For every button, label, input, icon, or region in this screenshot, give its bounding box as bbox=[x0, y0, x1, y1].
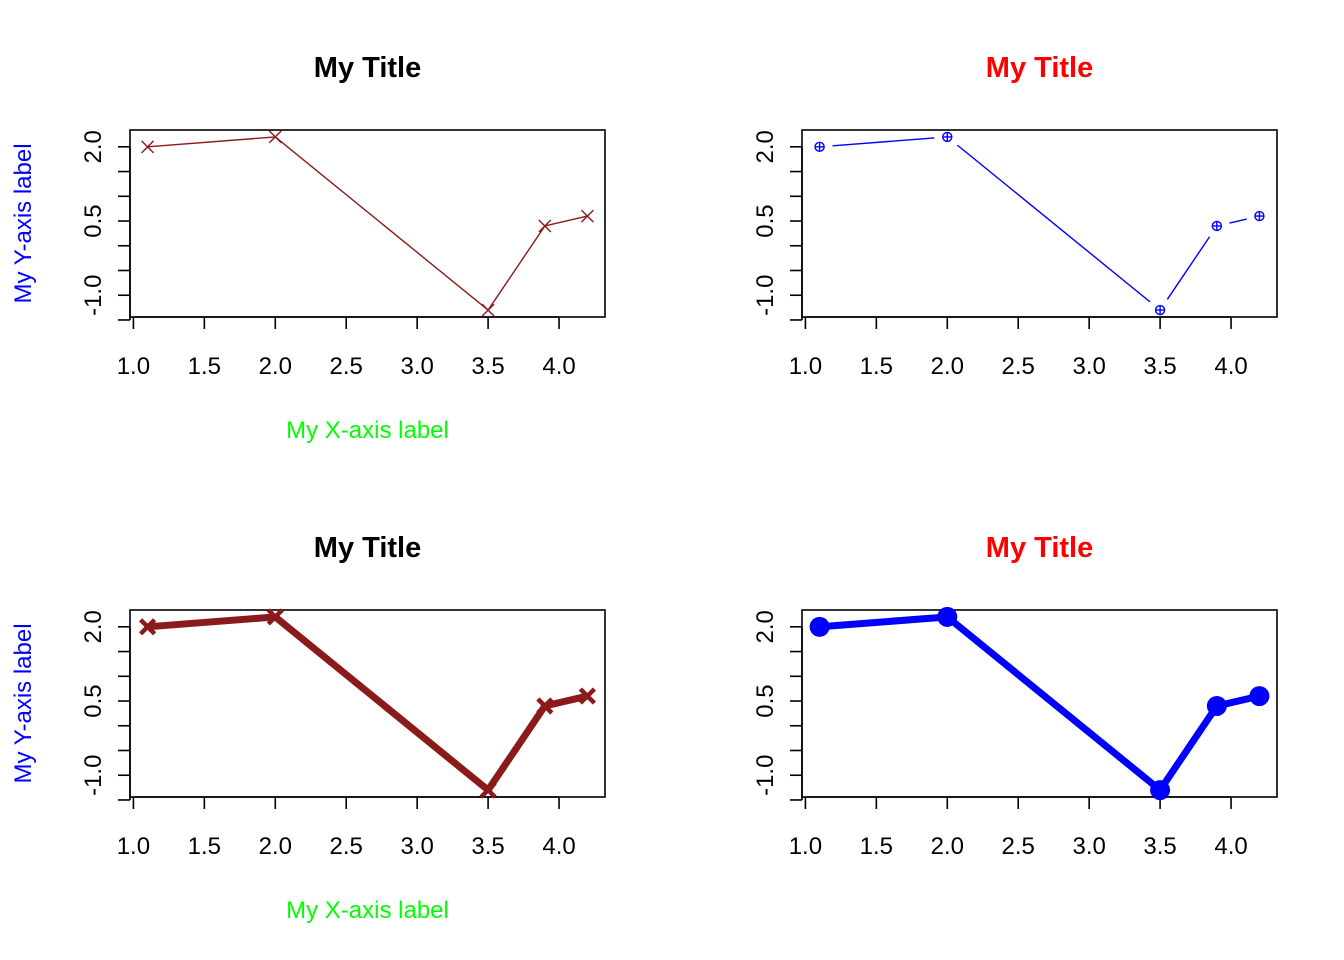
series-segment bbox=[1229, 218, 1247, 224]
y-tick-label: -1.0 bbox=[752, 755, 779, 796]
series-segment bbox=[823, 613, 944, 631]
data-point bbox=[937, 606, 958, 627]
series-segment bbox=[1159, 707, 1218, 789]
y-tick-label: -1.0 bbox=[80, 275, 107, 316]
x-tick-label: 1.0 bbox=[789, 353, 822, 380]
x-tick-label: 2.5 bbox=[1002, 833, 1035, 860]
data-point bbox=[536, 697, 554, 715]
x-tick-label: 2.0 bbox=[259, 353, 292, 380]
data-point bbox=[1211, 220, 1223, 232]
chart-panel-3: My Title 1.0 1.5 2.0 2.5 3.0 3.5 4.0 -1.0 0.5 2.0 M… bbox=[10, 532, 606, 924]
data-point bbox=[479, 781, 497, 799]
data-point bbox=[1206, 695, 1227, 716]
y-tick-label: 2.0 bbox=[752, 610, 779, 643]
y-tick-label: -1.0 bbox=[80, 755, 107, 796]
x-tick-label: 2.5 bbox=[330, 833, 363, 860]
x-tick-label: 3.0 bbox=[400, 833, 433, 860]
x-tick-label: 3.5 bbox=[471, 353, 504, 380]
data-point bbox=[809, 616, 830, 637]
series-segment bbox=[832, 137, 935, 147]
data-point bbox=[139, 618, 157, 636]
x-tick-label: 1.0 bbox=[117, 353, 150, 380]
plot-frame bbox=[801, 129, 1278, 318]
chart-panel-1: My Title 1.0 1.5 2.0 2.5 3.0 3.5 4.0 -1.0 0.5 2.0 M… bbox=[10, 52, 606, 444]
x-tick-label: 1.5 bbox=[860, 353, 893, 380]
series-segment bbox=[544, 692, 589, 710]
data-point bbox=[578, 687, 596, 705]
x-tick-label: 4.0 bbox=[542, 833, 575, 860]
x-tick-label: 3.0 bbox=[1072, 833, 1105, 860]
x-axis-label: My X-axis label bbox=[286, 417, 449, 444]
data-point bbox=[141, 140, 155, 154]
x-tick-label: 3.0 bbox=[1072, 353, 1105, 380]
x-tick-label: 1.0 bbox=[117, 833, 150, 860]
x-tick-label: 4.0 bbox=[1214, 833, 1247, 860]
y-tick-label: 0.5 bbox=[80, 684, 107, 717]
series-segment bbox=[147, 613, 276, 631]
x-tick-label: 3.5 bbox=[1143, 353, 1176, 380]
y-tick-label: -1.0 bbox=[752, 275, 779, 316]
data-point bbox=[1249, 686, 1270, 707]
data-point bbox=[1150, 780, 1171, 801]
x-tick-label: 2.0 bbox=[931, 833, 964, 860]
data-point bbox=[814, 141, 825, 153]
x-tick-label: 4.0 bbox=[542, 353, 575, 380]
chart-title: My Title bbox=[986, 532, 1093, 564]
y-tick-label: 0.5 bbox=[752, 204, 779, 237]
y-tick-label: 0.5 bbox=[752, 684, 779, 717]
y-tick-label: 0.5 bbox=[80, 204, 107, 237]
series-segment bbox=[956, 144, 1151, 303]
y-axis-label: My Y-axis label bbox=[10, 623, 37, 783]
x-tick-label: 1.0 bbox=[789, 833, 822, 860]
plot-frame bbox=[801, 609, 1278, 798]
series-segment bbox=[544, 215, 588, 227]
x-axis-label: My X-axis label bbox=[286, 897, 449, 924]
series-segment bbox=[147, 136, 276, 148]
chart-panel-4: My Title 1.0 1.5 2.0 2.5 3.0 3.5 4.0 -1.0 0.5 2.0 bbox=[752, 532, 1278, 860]
plot-frame bbox=[129, 609, 606, 798]
x-tick-label: 1.5 bbox=[188, 353, 221, 380]
series-segment bbox=[485, 704, 548, 793]
data-point bbox=[942, 131, 953, 143]
data-point bbox=[481, 303, 495, 317]
x-tick-label: 3.5 bbox=[1143, 833, 1176, 860]
data-point bbox=[1154, 304, 1166, 316]
x-tick-label: 3.0 bbox=[400, 353, 433, 380]
chart-title: My Title bbox=[314, 52, 421, 84]
y-tick-label: 2.0 bbox=[80, 130, 107, 163]
chart-panel-2: My Title 1.0 1.5 2.0 2.5 3.0 3.5 4.0 -1.0 0.5 2.0 bbox=[752, 52, 1278, 380]
series-segment bbox=[274, 136, 489, 311]
data-point bbox=[266, 608, 284, 626]
x-tick-label: 2.5 bbox=[1002, 353, 1035, 380]
x-tick-label: 3.5 bbox=[471, 833, 504, 860]
x-tick-label: 1.5 bbox=[188, 833, 221, 860]
series-segment bbox=[273, 614, 491, 793]
x-tick-label: 1.5 bbox=[860, 833, 893, 860]
y-tick-label: 2.0 bbox=[80, 610, 107, 643]
chart-title: My Title bbox=[986, 52, 1093, 84]
series-segment bbox=[1166, 236, 1211, 300]
data-point bbox=[580, 209, 594, 223]
x-tick-label: 2.0 bbox=[931, 353, 964, 380]
data-point bbox=[268, 130, 282, 144]
x-tick-label: 2.0 bbox=[259, 833, 292, 860]
series-segment bbox=[948, 616, 1160, 791]
chart-title: My Title bbox=[314, 532, 421, 564]
plot-frame bbox=[129, 129, 606, 318]
y-axis-label: My Y-axis label bbox=[10, 143, 37, 303]
series-segment bbox=[487, 225, 546, 311]
y-tick-label: 2.0 bbox=[752, 130, 779, 163]
data-point bbox=[1254, 210, 1265, 222]
data-point bbox=[538, 219, 552, 233]
x-tick-label: 4.0 bbox=[1214, 353, 1247, 380]
x-tick-label: 2.5 bbox=[330, 353, 363, 380]
